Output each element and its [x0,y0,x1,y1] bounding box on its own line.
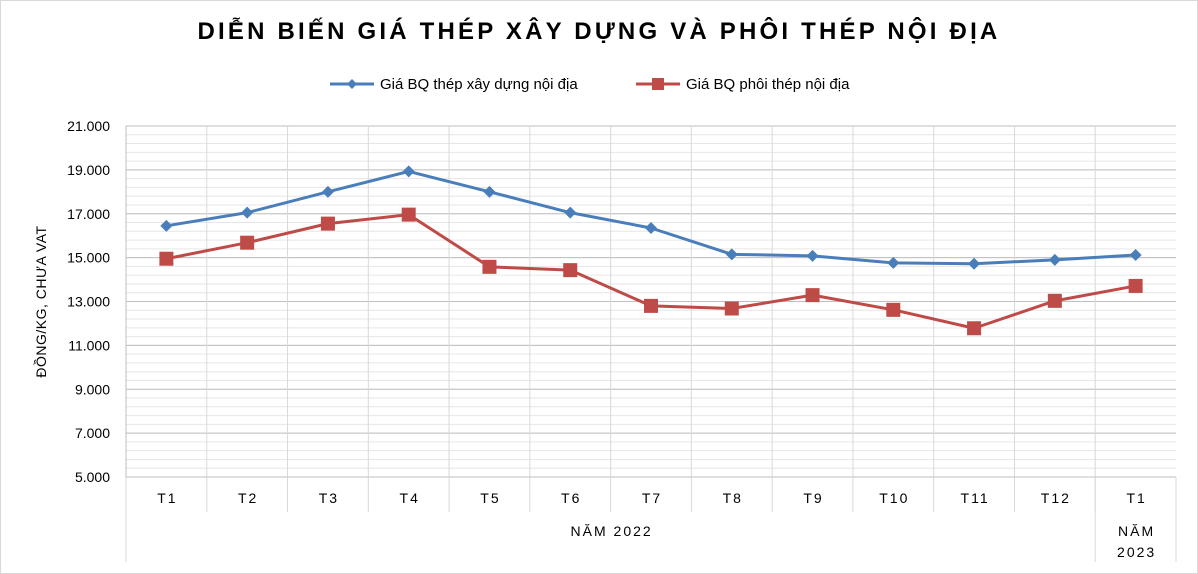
x-tick-label: T1 [157,490,177,506]
x-tick-label: T5 [480,490,500,506]
x-tick-label: T9 [803,490,823,506]
data-point-series-1 [402,165,415,178]
y-tick-label: 21.000 [67,118,110,134]
legend: Giá BQ thép xây dựng nội địa Giá BQ phôi… [0,72,1198,96]
tick-labels: 5.000 7.000 9.000 11.000 13.000 15.000 17.000 1… [67,118,1156,560]
data-point-series-2 [240,235,255,250]
data-point-series-2 [886,302,901,317]
y-tick-label: 13.000 [67,294,110,310]
data-point-series-1 [645,222,657,235]
data-point-series-2 [401,207,416,222]
x-tick-label: T3 [319,490,339,506]
x-tick-label: T11 [961,490,990,506]
x-tick-label: T12 [1041,490,1071,506]
data-point-series-2 [644,298,658,313]
x-tick-label: T8 [723,490,743,506]
data-point-series-1 [806,249,819,262]
legend-item-series-1: Giá BQ thép xây dựng nội địa [330,72,578,96]
y-tick-label: 5.000 [75,469,110,485]
data-point-series-2 [1047,293,1062,308]
data-point-series-1 [160,219,173,232]
y-tick-label: 11.000 [68,337,110,353]
x-tick-label: T1 [1126,490,1146,506]
y-tick-label: 19.000 [67,162,110,178]
data-point-series-1 [564,206,577,219]
data-point-series-1 [483,185,496,198]
y-tick-label: 17.000 [67,206,110,222]
x-tick-label: T6 [561,490,581,506]
chart-title: DIỄN BIẾN GIÁ THÉP XÂY DỰNG VÀ PHÔI THÉP… [197,18,1001,45]
x-tick-label: T10 [879,490,909,506]
legend-label-series-1: Giá BQ thép xây dựng nội địa [380,75,578,93]
grid [126,125,1176,478]
data-point-series-1 [241,206,254,219]
y-tick-label: 9.000 [75,381,110,397]
data-point-series-1 [968,257,981,270]
legend-item-series-2: Giá BQ phôi thép nội địa [636,72,849,96]
data-point-series-1 [725,248,738,261]
group-label: NĂM 2022 [571,523,653,539]
series [159,165,1143,336]
series-line-1 [166,169,1136,266]
data-point-series-1 [887,256,900,269]
x-tick-label: T2 [238,490,258,506]
y-tick-label: 15.000 [67,250,110,266]
data-point-series-2 [159,251,174,266]
y-tick-label: 7.000 [75,425,110,441]
x-tick-label: T4 [400,490,420,506]
data-point-series-2 [563,263,578,278]
legend-label-series-2: Giá BQ phôi thép nội địa [686,75,850,93]
data-point-series-2 [805,288,820,303]
data-point-series-1 [1129,248,1142,261]
data-point-series-1 [321,185,334,198]
data-point-series-2 [724,301,739,316]
x-tick-label: T7 [642,490,662,506]
data-point-series-1 [1048,253,1061,266]
data-point-series-2 [1128,278,1143,293]
legend-marker-diamond-icon [330,79,374,89]
group-label: NĂM [1118,523,1155,539]
y-axis-title: ĐỒNG/KG, CHƯA VAT [32,225,49,377]
legend-marker-square-icon [636,78,680,90]
data-point-series-2 [320,216,335,231]
axes [125,126,1177,562]
data-point-series-2 [967,321,982,336]
group-label: 2023 [1117,544,1156,560]
data-point-series-2 [482,259,497,274]
